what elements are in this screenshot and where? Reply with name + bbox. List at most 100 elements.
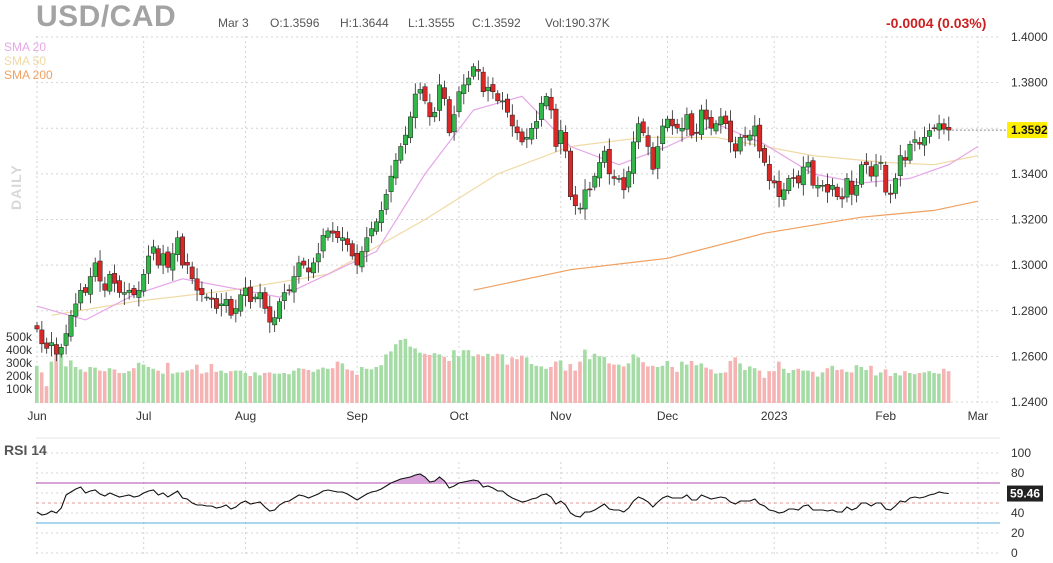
- candle-body: [160, 253, 166, 266]
- volume-bar: [442, 356, 446, 403]
- candle-body: [146, 255, 152, 274]
- sma200-legend[interactable]: SMA 200: [4, 68, 53, 82]
- volume-bar: [743, 370, 747, 403]
- volume-bar: [607, 363, 611, 403]
- price-tick-label: 1.3400: [1011, 167, 1048, 181]
- candle-body: [752, 125, 758, 137]
- month-label: Mar: [968, 409, 989, 423]
- volume-bar: [253, 372, 257, 403]
- candle-body: [825, 184, 830, 193]
- candle-body: [223, 299, 229, 306]
- volume-bar: [262, 373, 267, 403]
- candle-body: [97, 260, 103, 282]
- sma20-legend[interactable]: SMA 20: [4, 40, 47, 54]
- volume-bar: [199, 373, 204, 403]
- volume-bar: [243, 373, 248, 403]
- volume-bar: [738, 363, 742, 403]
- sma50-legend[interactable]: SMA 50: [4, 54, 47, 68]
- candle-body: [471, 66, 476, 77]
- header-volume: Vol:190.37K: [545, 16, 610, 30]
- month-label: Nov: [550, 409, 571, 423]
- candle-body: [810, 160, 816, 186]
- candle-body: [592, 175, 598, 188]
- candle-body: [446, 99, 452, 134]
- volume-bar: [73, 367, 78, 403]
- rsi-tick-label: 20: [1011, 526, 1025, 540]
- candle-body: [63, 333, 69, 346]
- volume-bar: [229, 371, 233, 403]
- volume-bar: [500, 354, 505, 403]
- candle-body: [311, 262, 316, 274]
- month-label: Dec: [657, 409, 678, 423]
- volume-bar: [93, 367, 97, 403]
- candle-body: [854, 185, 860, 196]
- volume-bar: [709, 369, 713, 403]
- volume-bar: [209, 364, 214, 403]
- volume-bar: [335, 361, 340, 403]
- volume-bar: [127, 371, 131, 403]
- candle-body: [272, 317, 278, 326]
- volume-bar: [379, 365, 383, 403]
- volume-bar: [233, 370, 238, 403]
- volume-bar: [466, 350, 471, 403]
- volume-bar: [132, 368, 136, 403]
- volume-bar: [859, 367, 864, 403]
- candle-body: [543, 96, 549, 107]
- volume-bar: [476, 354, 480, 403]
- candle-body: [771, 180, 777, 184]
- volume-bar: [878, 372, 883, 403]
- candlesticks[interactable]: [34, 60, 952, 362]
- candle-body: [107, 274, 113, 292]
- candle-body: [150, 246, 156, 254]
- volume-bar: [219, 370, 223, 403]
- volume-bar: [723, 372, 728, 403]
- candle-body: [344, 238, 350, 245]
- volume-bar: [922, 372, 927, 403]
- volume-bar: [515, 359, 519, 403]
- candle-body: [509, 114, 515, 127]
- volume-bar: [156, 370, 160, 403]
- volume-bar: [597, 356, 602, 403]
- candle-body: [694, 132, 700, 134]
- volume-bar: [311, 371, 316, 403]
- candle-body: [897, 155, 903, 176]
- volume-bar: [68, 360, 73, 403]
- candle-body: [684, 114, 690, 130]
- volume-bar: [403, 338, 408, 403]
- candle-body: [519, 131, 525, 143]
- candle-body: [912, 139, 918, 143]
- volume-bar: [204, 372, 209, 403]
- rsi-overbought-fill: [391, 474, 484, 483]
- volume-bar: [524, 357, 529, 403]
- volume-bar: [418, 352, 422, 403]
- candle-body: [388, 175, 394, 192]
- volume-bar: [306, 370, 311, 403]
- price-tick-label: 1.3000: [1011, 258, 1048, 272]
- volume-bar: [932, 373, 936, 403]
- candle-body: [558, 130, 564, 145]
- volume-bar: [791, 370, 796, 403]
- candle-body: [461, 84, 467, 94]
- candle-body: [572, 194, 578, 207]
- header-high: H:1.3644: [340, 16, 389, 30]
- rsi-tick-label: 0: [1011, 546, 1018, 560]
- volume-bar: [602, 356, 607, 403]
- candle-body: [441, 87, 447, 99]
- candle-body: [184, 262, 190, 266]
- volume-bar: [815, 376, 820, 403]
- volume-bar: [287, 374, 291, 403]
- volume-bar: [64, 366, 68, 403]
- candle-body: [645, 135, 651, 147]
- candle-body: [737, 137, 743, 152]
- rsi-tick-label: 100: [1011, 446, 1031, 460]
- candle-body: [849, 180, 855, 195]
- volume-bar: [626, 363, 631, 403]
- candle-body: [121, 292, 127, 295]
- volume-bar: [423, 353, 427, 403]
- volume-bar: [631, 354, 636, 403]
- volume-bar: [44, 386, 49, 403]
- header-close: C:1.3592: [472, 16, 521, 30]
- candle-body: [238, 294, 244, 312]
- volume-bar: [456, 356, 461, 403]
